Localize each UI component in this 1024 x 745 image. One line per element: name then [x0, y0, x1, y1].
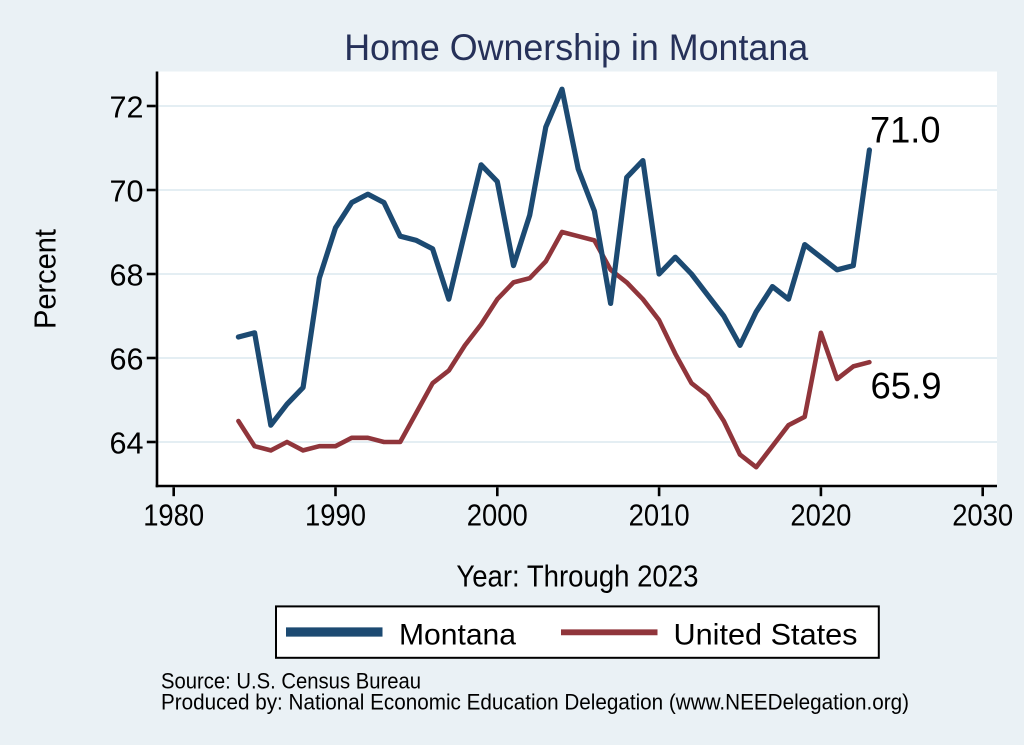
svg-text:1980: 1980 — [143, 499, 204, 533]
svg-text:Source: U.S. Census Bureau: Source: U.S. Census Bureau — [161, 669, 421, 694]
svg-text:Home Ownership in Montana: Home Ownership in Montana — [344, 26, 808, 68]
svg-text:71.0: 71.0 — [870, 110, 941, 151]
svg-text:65.9: 65.9 — [871, 366, 942, 407]
svg-text:United States: United States — [674, 619, 858, 652]
svg-text:2010: 2010 — [629, 499, 690, 533]
svg-text:66: 66 — [110, 343, 144, 377]
svg-text:Montana: Montana — [399, 619, 516, 652]
svg-text:1990: 1990 — [305, 499, 366, 533]
svg-text:Produced by: National Economic: Produced by: National Economic Education… — [161, 690, 909, 715]
svg-text:2000: 2000 — [467, 499, 528, 533]
svg-text:64: 64 — [110, 427, 144, 461]
svg-text:2020: 2020 — [790, 499, 851, 533]
svg-text:Percent: Percent — [29, 229, 63, 329]
svg-text:Year: Through 2023: Year: Through 2023 — [456, 560, 698, 594]
svg-text:72: 72 — [110, 91, 144, 125]
svg-text:68: 68 — [110, 259, 144, 293]
svg-text:70: 70 — [110, 175, 144, 209]
svg-text:2030: 2030 — [952, 499, 1013, 533]
